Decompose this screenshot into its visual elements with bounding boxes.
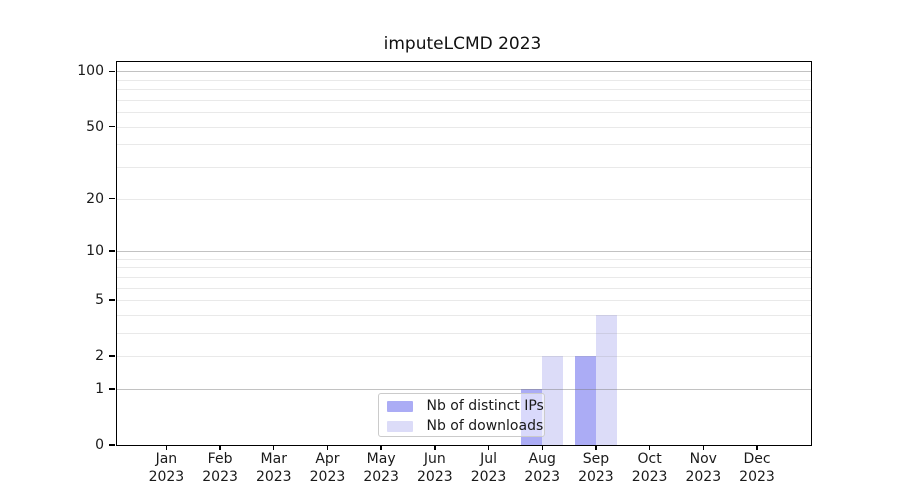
x-tick-label: Nov 2023 [685, 451, 722, 485]
legend-label-downloads: Nb of downloads [426, 418, 544, 434]
y-tick [109, 250, 115, 252]
bar-downloads [595, 314, 617, 445]
x-tick [219, 445, 221, 451]
legend-item-distinct-ips: Nb of distinct IPs [379, 396, 544, 416]
y-tick [109, 197, 115, 200]
x-tick [756, 445, 758, 451]
minor-gridline [116, 258, 811, 260]
legend: Nb of distinct IPs Nb of downloads [377, 393, 545, 437]
x-tick [702, 445, 704, 451]
minor-gridline [116, 89, 811, 91]
y-tick [109, 388, 115, 390]
y-tick-label: 1 [95, 380, 104, 397]
minor-gridline [116, 314, 811, 316]
minor-gridline [116, 356, 811, 358]
x-tick-label: Sep 2023 [578, 451, 614, 485]
bar-distinct-ips [574, 356, 596, 445]
y-tick [109, 444, 115, 446]
major-gridline [116, 388, 811, 390]
y-tick [109, 126, 115, 128]
y-tick-label: 5 [95, 291, 104, 308]
x-tick-label: Jun 2023 [417, 451, 453, 485]
minor-gridline [116, 112, 811, 114]
x-tick-label: Aug 2023 [524, 451, 561, 485]
x-tick [434, 445, 436, 451]
x-tick [487, 445, 490, 451]
y-tick [109, 299, 115, 301]
y-tick-label: 50 [86, 118, 104, 135]
x-tick [380, 445, 382, 451]
minor-gridline [116, 267, 811, 269]
y-tick-label: 20 [86, 190, 104, 207]
y-tick [109, 355, 115, 357]
x-tick [595, 445, 597, 451]
minor-gridline [116, 126, 811, 128]
x-tick-label: Jan 2023 [148, 451, 185, 485]
x-tick-label: Apr 2023 [309, 451, 346, 485]
major-gridline [116, 250, 811, 252]
chart-title: imputeLCMD 2023 [383, 34, 542, 54]
y-tick-label: 2 [95, 348, 104, 365]
y-tick [109, 70, 115, 73]
x-tick-label: Feb 2023 [202, 451, 238, 485]
x-tick-label: Dec 2023 [739, 451, 775, 485]
x-tick [165, 445, 168, 451]
x-tick-label: Jul 2023 [470, 451, 507, 485]
x-tick-label: Mar 2023 [255, 451, 292, 485]
x-tick [273, 445, 275, 451]
y-tick-label: 10 [86, 242, 104, 259]
legend-label-distinct-ips: Nb of distinct IPs [426, 398, 544, 414]
minor-gridline [116, 167, 811, 169]
minor-gridline [116, 332, 811, 334]
bar-downloads [542, 356, 564, 445]
minor-gridline [116, 198, 811, 200]
minor-gridline [116, 299, 811, 301]
x-tick [648, 445, 651, 451]
legend-swatch-downloads [386, 420, 413, 432]
minor-gridline [116, 287, 811, 289]
minor-gridline [116, 79, 811, 81]
x-tick [326, 445, 329, 451]
minor-gridline [116, 144, 811, 146]
y-tick-label: 0 [95, 437, 104, 453]
x-tick-label: Oct 2023 [631, 451, 668, 485]
x-tick-label: May 2023 [363, 451, 399, 485]
major-gridline [116, 71, 811, 73]
legend-swatch-distinct-ips [386, 400, 413, 412]
x-tick [541, 445, 543, 451]
minor-gridline [116, 100, 811, 102]
y-tick-label: 100 [77, 63, 104, 80]
plot-area [115, 61, 812, 446]
legend-item-downloads: Nb of downloads [379, 416, 544, 436]
minor-gridline [116, 276, 811, 278]
